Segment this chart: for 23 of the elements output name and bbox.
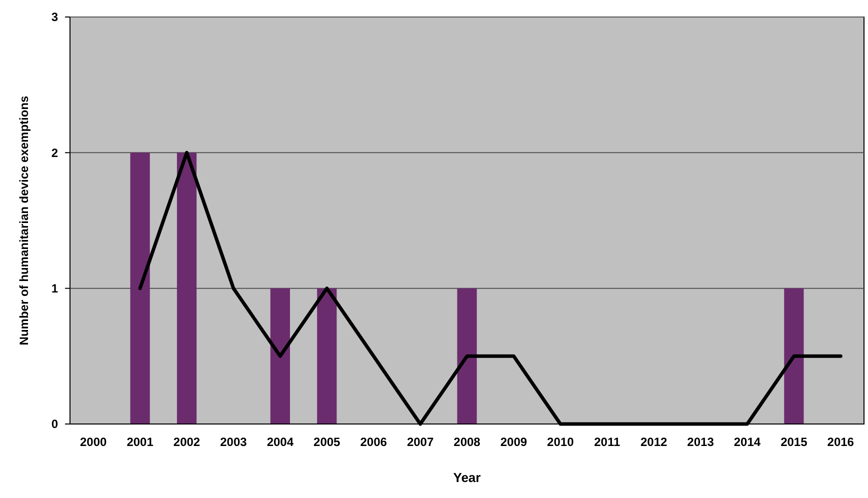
x-tick-label: 2002 <box>173 435 200 449</box>
x-tick-label: 2009 <box>500 435 528 449</box>
x-tick-label: 2010 <box>547 435 574 449</box>
x-tick-label: 2016 <box>827 435 854 449</box>
x-tick-label: 2011 <box>594 435 620 449</box>
y-tick-label: 3 <box>51 10 58 24</box>
x-tick-label: 2015 <box>780 435 808 449</box>
x-tick-label: 2001 <box>126 435 154 449</box>
x-tick-label: 2006 <box>360 435 388 449</box>
x-tick-label: 2008 <box>454 435 481 449</box>
x-tick-label: 2014 <box>734 435 761 449</box>
x-axis-title: Year <box>453 470 481 485</box>
y-tick-label: 1 <box>51 282 58 296</box>
x-tick-label: 2013 <box>687 435 714 449</box>
x-tick-label: 2003 <box>220 435 248 449</box>
x-tick-label: 2000 <box>80 435 108 449</box>
x-tick-label: 2005 <box>314 435 341 449</box>
y-tick-label: 0 <box>51 417 58 432</box>
y-axis-title: Number of humanitarian device exemptions <box>17 95 31 346</box>
y-tick-label: 2 <box>51 146 58 160</box>
x-tick-label: 2012 <box>640 435 668 449</box>
x-tick-label: 2004 <box>266 435 294 449</box>
x-tick-label: 2007 <box>406 435 434 449</box>
